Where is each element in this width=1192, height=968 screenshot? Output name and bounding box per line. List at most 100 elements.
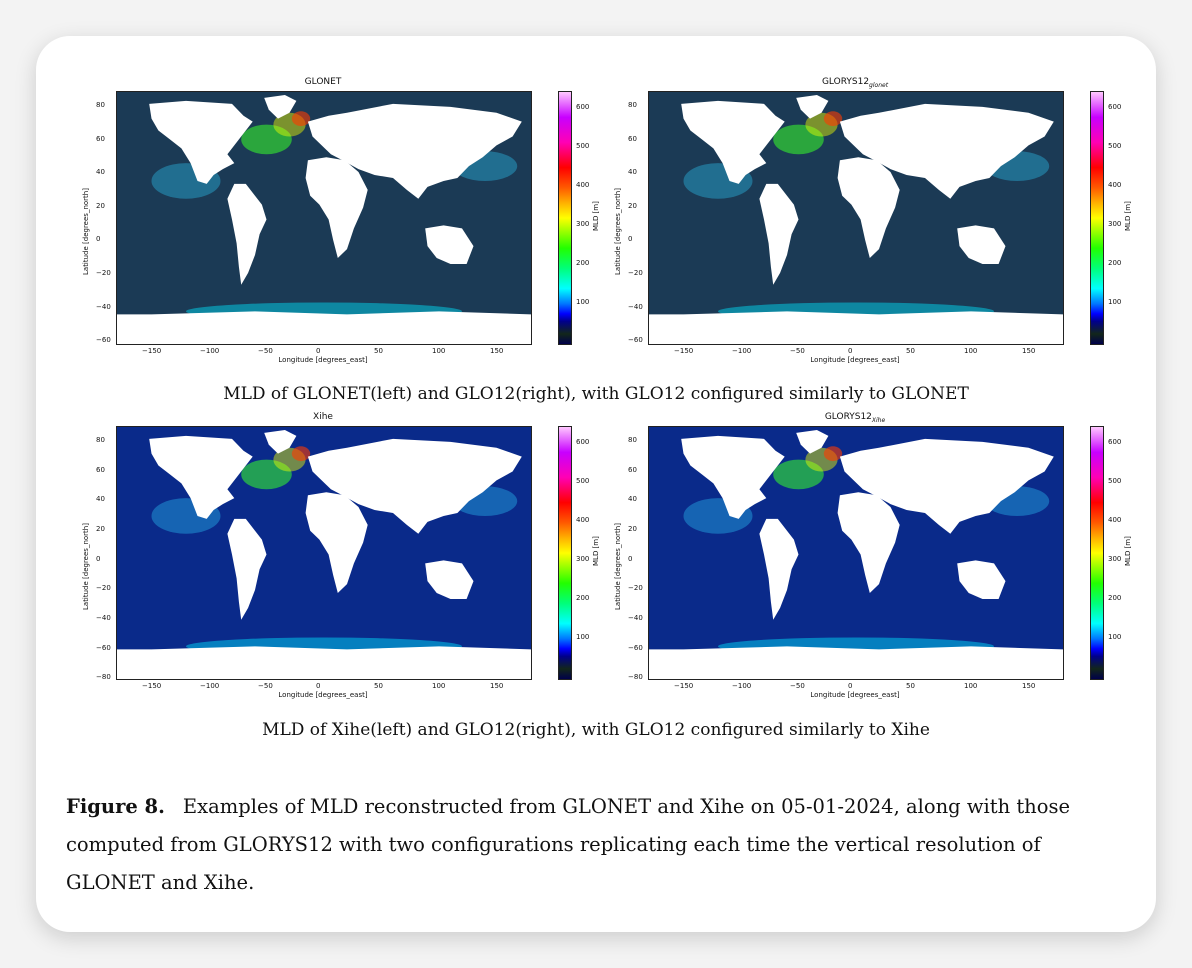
y-tick-label: 20 — [628, 524, 637, 533]
y-tick-label: −60 — [96, 336, 111, 345]
mld-patch — [823, 111, 843, 127]
y-tick-label: 60 — [628, 134, 637, 143]
x-tick-label: 0 — [848, 682, 853, 690]
y-tick-label: 80 — [96, 101, 105, 109]
y-tick-label: −60 — [628, 643, 643, 652]
mld-patch — [291, 446, 311, 462]
y-axis-label: Latitude [degrees_north] — [82, 188, 90, 275]
colorbar-tick-label: 500 — [1108, 142, 1122, 151]
land-mass — [759, 518, 799, 620]
mld-map — [116, 426, 532, 680]
y-tick-label: 20 — [96, 201, 105, 210]
x-tick-label: 150 — [1022, 682, 1036, 690]
land-mass — [305, 492, 368, 594]
y-tick-label: −40 — [96, 613, 111, 622]
x-tick-label: 50 — [374, 347, 383, 355]
x-tick-label: −150 — [674, 347, 694, 355]
x-tick-label: −50 — [258, 347, 273, 355]
map-title-subscript: glonet — [869, 81, 889, 89]
y-tick-label: −80 — [96, 673, 111, 682]
mld-patch — [823, 446, 843, 462]
map-title-text: GLORYS12 — [821, 77, 870, 87]
colorbar-tick-label: 500 — [1108, 477, 1122, 486]
colorbar-tick-label: 600 — [576, 438, 590, 446]
mld-map — [648, 91, 1064, 345]
mld-patch — [291, 111, 311, 127]
colorbar — [1090, 91, 1104, 345]
x-tick-label: 0 — [316, 347, 321, 355]
x-tick-label: 150 — [490, 347, 504, 355]
land-mass — [307, 103, 522, 199]
y-tick-label: 40 — [628, 495, 637, 504]
x-axis-label: Longitude [degrees_east] — [810, 691, 900, 699]
colorbar-tick-label: 600 — [576, 103, 590, 111]
colorbar — [558, 91, 572, 345]
y-axis-label: Latitude [degrees_north] — [614, 523, 622, 610]
colorbar-tick-label: 600 — [1108, 438, 1122, 446]
colorbar-tick-label: 100 — [576, 298, 590, 307]
colorbar-tick-label: 300 — [576, 220, 590, 229]
map-title: GLORYS12Xihe — [648, 412, 1062, 424]
y-tick-label: 40 — [628, 168, 637, 177]
colorbar-tick-label: 400 — [1108, 181, 1122, 190]
y-tick-label: 20 — [628, 201, 637, 210]
land-mass — [149, 435, 253, 519]
colorbar-tick-label: 300 — [576, 555, 590, 564]
land-mass — [227, 518, 267, 620]
colorbar — [1090, 426, 1104, 680]
x-tick-label: 150 — [1022, 347, 1036, 355]
land-mass — [681, 100, 785, 184]
y-tick-label: −40 — [628, 302, 643, 311]
map-title: GLORYS12glonet — [648, 77, 1062, 89]
colorbar-tick-label: 400 — [1108, 516, 1122, 525]
figure-caption-text: Examples of MLD reconstructed from GLONE… — [66, 795, 1071, 894]
x-tick-label: 150 — [490, 682, 504, 690]
land-mass — [117, 646, 531, 679]
y-tick-label: 80 — [628, 101, 637, 109]
x-tick-label: −100 — [200, 347, 220, 355]
y-tick-label: 60 — [628, 465, 637, 474]
x-tick-label: 0 — [848, 347, 853, 355]
mld-patch — [773, 459, 824, 490]
land-mass — [796, 429, 829, 454]
land-mass — [649, 311, 1063, 344]
colorbar-tick-label: 500 — [576, 142, 590, 151]
colorbar-label: MLD [m] — [592, 201, 600, 231]
map-title-subscript: Xihe — [871, 416, 886, 424]
x-tick-label: −100 — [200, 682, 220, 690]
land-mass — [307, 438, 522, 534]
colorbar-label: MLD [m] — [1124, 536, 1132, 566]
x-tick-label: −50 — [790, 347, 805, 355]
colorbar-tick-label: 400 — [576, 516, 590, 525]
colorbar-label: MLD [m] — [1124, 201, 1132, 231]
y-tick-label: 60 — [96, 465, 105, 474]
colorbar-tick-label: 100 — [1108, 298, 1122, 307]
x-tick-label: 50 — [906, 682, 915, 690]
x-tick-label: −100 — [732, 347, 752, 355]
y-axis-label: Latitude [degrees_north] — [614, 188, 622, 275]
land-mass — [681, 435, 785, 519]
map-title: GLONET — [116, 77, 530, 87]
mld-map — [116, 91, 532, 345]
y-tick-label: 40 — [96, 495, 105, 504]
land-mass — [759, 183, 799, 285]
x-axis-label: Longitude [degrees_east] — [278, 356, 368, 364]
land-mass — [305, 157, 368, 259]
x-tick-label: 100 — [964, 347, 978, 355]
y-tick-label: −20 — [96, 584, 111, 593]
y-tick-label: −40 — [96, 302, 111, 311]
colorbar-tick-label: 400 — [576, 181, 590, 190]
y-axis-label: Latitude [degrees_north] — [82, 523, 90, 610]
x-tick-label: 100 — [432, 347, 446, 355]
colorbar-tick-label: 100 — [576, 633, 590, 642]
colorbar-tick-label: 200 — [576, 259, 590, 268]
mld-patch — [241, 459, 292, 490]
land-mass — [837, 157, 900, 259]
x-tick-label: −150 — [674, 682, 694, 690]
colorbar-tick-label: 300 — [1108, 220, 1122, 229]
x-axis-label: Longitude [degrees_east] — [810, 356, 900, 364]
x-axis-label: Longitude [degrees_east] — [278, 691, 368, 699]
figure-label: Figure 8. — [66, 795, 165, 818]
colorbar-tick-label: 200 — [1108, 259, 1122, 268]
land-mass — [425, 560, 474, 599]
